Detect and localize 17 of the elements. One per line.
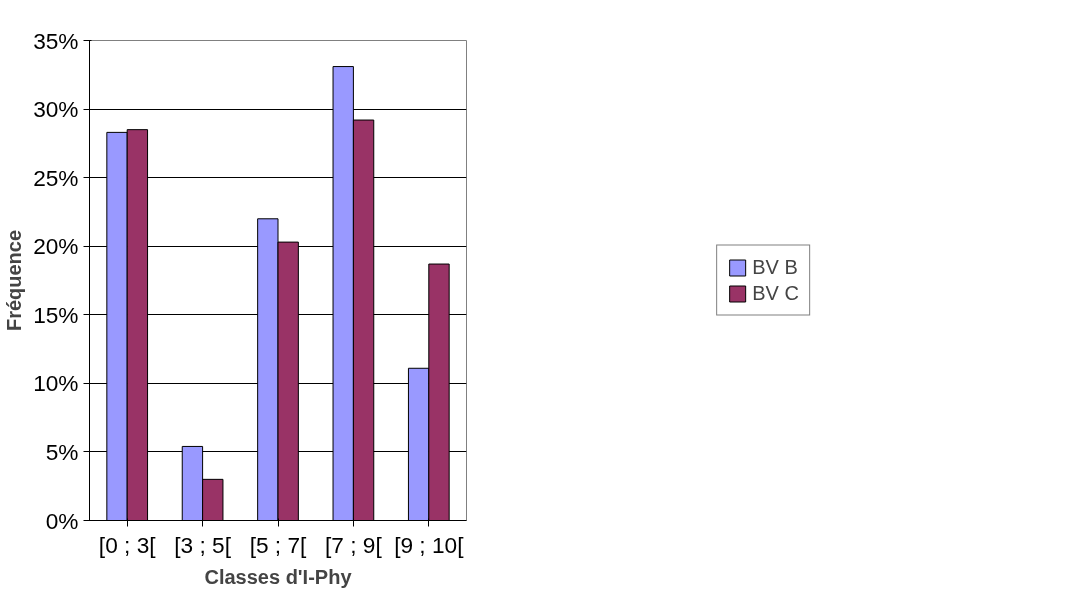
y-tick-label: 25% xyxy=(33,164,79,191)
x-tick-label: [0 ; 3[ xyxy=(98,531,157,558)
x-tick-label: [9 ; 10[ xyxy=(394,531,465,558)
y-tick-label: 5% xyxy=(45,438,79,465)
y-tick-label: 20% xyxy=(33,233,79,260)
y-axis-title: Fréquence xyxy=(3,229,26,332)
legend-label: BV C xyxy=(752,281,799,305)
x-axis-title: Classes d'I-Phy xyxy=(204,565,353,588)
y-tick-label: 15% xyxy=(33,301,79,328)
x-tick-label: [7 ; 9[ xyxy=(325,531,383,558)
y-tick-label: 10% xyxy=(33,370,79,397)
y-tick-label: 0% xyxy=(45,507,79,534)
x-tick-label: [3 ; 5[ xyxy=(174,531,232,558)
x-tick-label: [5 ; 7[ xyxy=(249,531,308,558)
y-tick-label: 35% xyxy=(33,27,79,54)
legend-label: BV B xyxy=(752,255,798,279)
y-tick-label: 30% xyxy=(33,96,79,123)
